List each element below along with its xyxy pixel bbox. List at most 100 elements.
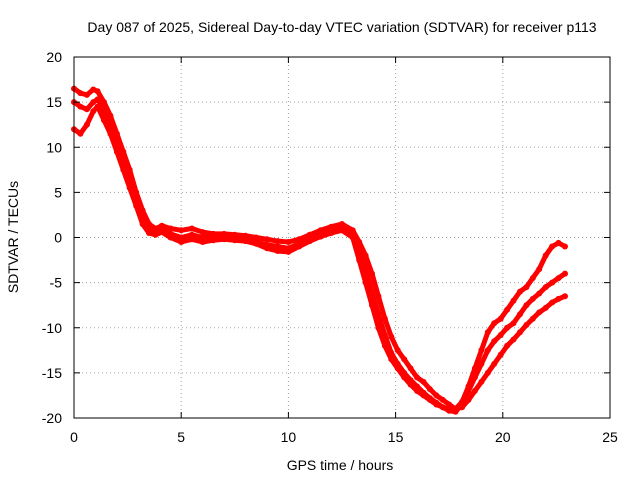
data-point [381,342,388,349]
data-point [504,342,511,349]
y-tick-label: 5 [54,184,62,200]
data-point [253,240,260,247]
y-tick-label: 15 [46,94,62,110]
data-point [471,374,478,381]
data-point [478,378,485,385]
data-point [517,329,523,336]
data-point [375,293,382,300]
data-point [529,315,536,322]
data-point [420,392,427,399]
x-tick-label: 25 [602,429,618,445]
data-point [484,329,491,336]
data-point [484,347,491,354]
data-point [101,106,107,113]
data-point [407,365,414,372]
x-tick-label: 0 [70,429,78,445]
x-tick-label: 20 [495,429,511,445]
data-point [426,386,433,393]
data-point [339,227,345,234]
data-point [523,302,530,309]
data-point [328,223,335,230]
data-point [274,238,281,245]
data-point [139,221,146,227]
data-point [542,304,549,311]
data-point [107,130,114,137]
data-point [555,239,562,246]
data-point [388,333,395,340]
data-point [394,365,401,372]
data-point [274,243,281,250]
x-tick-label: 10 [281,429,297,445]
data-point [446,406,453,412]
data-point [504,324,511,331]
data-point [94,96,101,103]
data-point [414,374,420,381]
grid-lines [74,57,610,418]
data-point [478,347,485,354]
y-axis-title: SDTVAR / TECUs [5,181,21,293]
data-point [152,231,159,238]
data-point [452,406,459,412]
data-point [562,270,568,277]
data-point [542,252,549,259]
data-point [306,238,313,245]
data-point [426,396,433,403]
data-point [178,227,185,234]
data-point [101,117,107,124]
data-point [158,222,165,229]
data-point [158,229,165,236]
data-point [231,237,238,244]
data-point [210,237,217,244]
data-point [77,130,84,137]
data-point [167,225,174,232]
data-point [221,236,228,243]
data-point [126,184,133,191]
data-point [555,295,562,302]
data-point [510,336,517,343]
data-point [77,103,84,110]
data-point [146,230,152,236]
x-tick-label: 5 [177,429,185,445]
data-point [199,239,206,245]
data-point [529,275,536,282]
data-point [349,234,356,241]
data-point [296,243,303,250]
data-point [83,106,90,113]
data-point [510,297,517,304]
data-point [178,239,185,245]
y-tick-label: -20 [42,410,62,426]
chart-title: Day 087 of 2025, Sidereal Day-to-day VTE… [87,19,596,35]
data-point [439,396,446,403]
data-point [491,360,498,367]
data-point [401,374,408,381]
data-point [362,252,369,259]
data-point [274,248,281,254]
data-point [414,387,420,394]
data-point [542,284,549,291]
data-point [199,229,206,236]
x-axis-title: GPS time / hours [287,457,394,473]
data-point [517,288,523,295]
data-point [459,404,466,411]
data-point [369,270,375,277]
data-point [484,369,491,376]
data-point [433,392,440,399]
x-tick-label: 15 [388,429,404,445]
axis-ticks: 0 5 10 15 20 25 -20 -15 -10 -5 0 5 10 15 20 [42,49,618,445]
data-point [90,108,97,115]
y-tick-label: 20 [46,49,62,65]
data-point [549,279,556,286]
data-point [339,221,345,227]
series-3 [71,103,568,412]
data-point [562,243,568,250]
data-point [253,234,260,241]
data-point [504,306,511,313]
data-point [77,90,84,97]
data-point [523,284,530,291]
data-point [375,324,382,331]
data-point [562,293,568,300]
data-point [199,234,206,241]
data-point [120,166,127,173]
data-point [90,99,97,106]
